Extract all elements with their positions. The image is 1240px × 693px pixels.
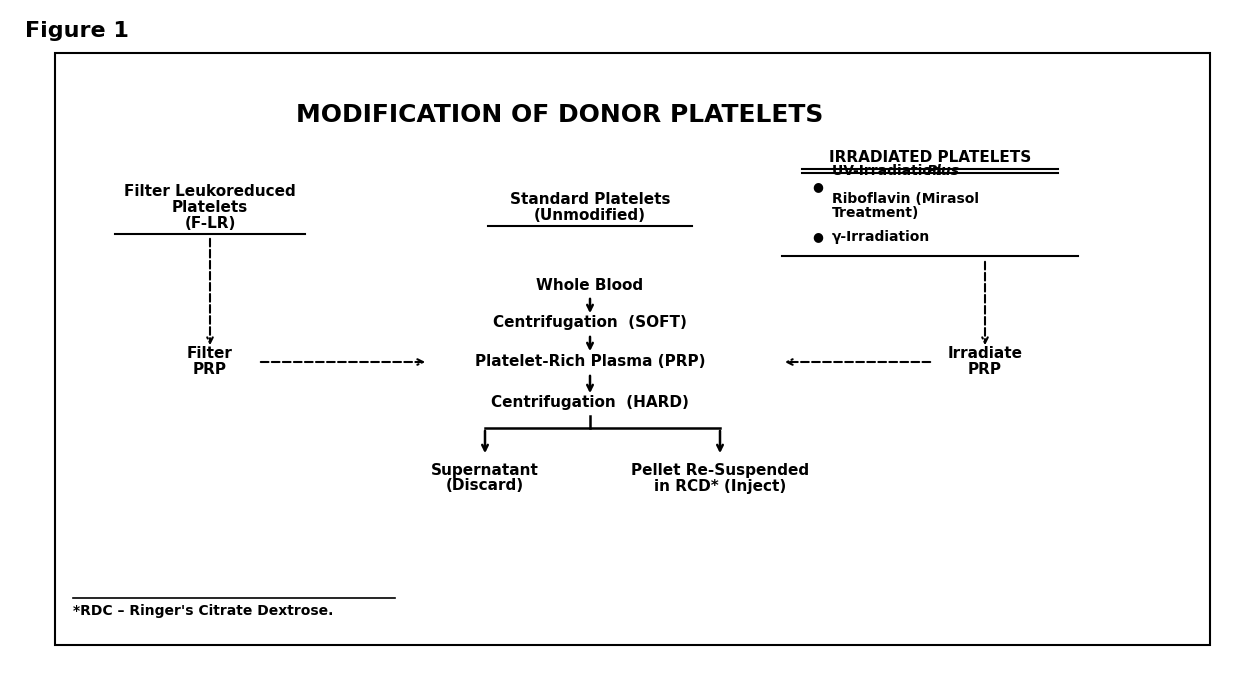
Text: Irradiate: Irradiate	[947, 346, 1023, 362]
Text: Filter: Filter	[187, 346, 233, 362]
Bar	[55, 53, 1210, 645]
Text: PRP: PRP	[968, 362, 1002, 378]
Text: Platelets: Platelets	[172, 200, 248, 216]
Text: Riboflavin (Mirasol: Riboflavin (Mirasol	[832, 192, 980, 206]
Text: PRP: PRP	[193, 362, 227, 378]
Text: in RCD* (Inject): in RCD* (Inject)	[653, 478, 786, 493]
Text: (Discard): (Discard)	[446, 478, 525, 493]
Text: *RDC – Ringer's Citrate Dextrose.: *RDC – Ringer's Citrate Dextrose.	[73, 604, 334, 618]
Text: Centrifugation  (HARD): Centrifugation (HARD)	[491, 396, 689, 410]
Text: ●: ●	[812, 231, 823, 243]
Text: Pellet Re-Suspended: Pellet Re-Suspended	[631, 462, 808, 477]
Text: Centrifugation  (SOFT): Centrifugation (SOFT)	[494, 315, 687, 331]
Text: MODIFICATION OF DONOR PLATELETS: MODIFICATION OF DONOR PLATELETS	[296, 103, 823, 127]
Text: Plus: Plus	[928, 164, 960, 178]
Text: Treatment): Treatment)	[832, 206, 919, 220]
Text: (Unmodified): (Unmodified)	[534, 209, 646, 224]
Text: (F-LR): (F-LR)	[185, 216, 236, 231]
Text: Platelet-Rich Plasma (PRP): Platelet-Rich Plasma (PRP)	[475, 355, 706, 369]
Text: Figure 1: Figure 1	[25, 21, 129, 41]
Text: Supernatant: Supernatant	[432, 462, 539, 477]
Text: ●: ●	[812, 180, 823, 193]
Text: Filter Leukoreduced: Filter Leukoreduced	[124, 184, 296, 200]
Text: γ-Irradiation: γ-Irradiation	[832, 230, 930, 244]
Text: Whole Blood: Whole Blood	[537, 277, 644, 292]
Text: Standard Platelets: Standard Platelets	[510, 193, 671, 207]
Text: UV-Irradiation: UV-Irradiation	[832, 164, 947, 178]
Text: IRRADIATED PLATELETS: IRRADIATED PLATELETS	[828, 150, 1032, 166]
